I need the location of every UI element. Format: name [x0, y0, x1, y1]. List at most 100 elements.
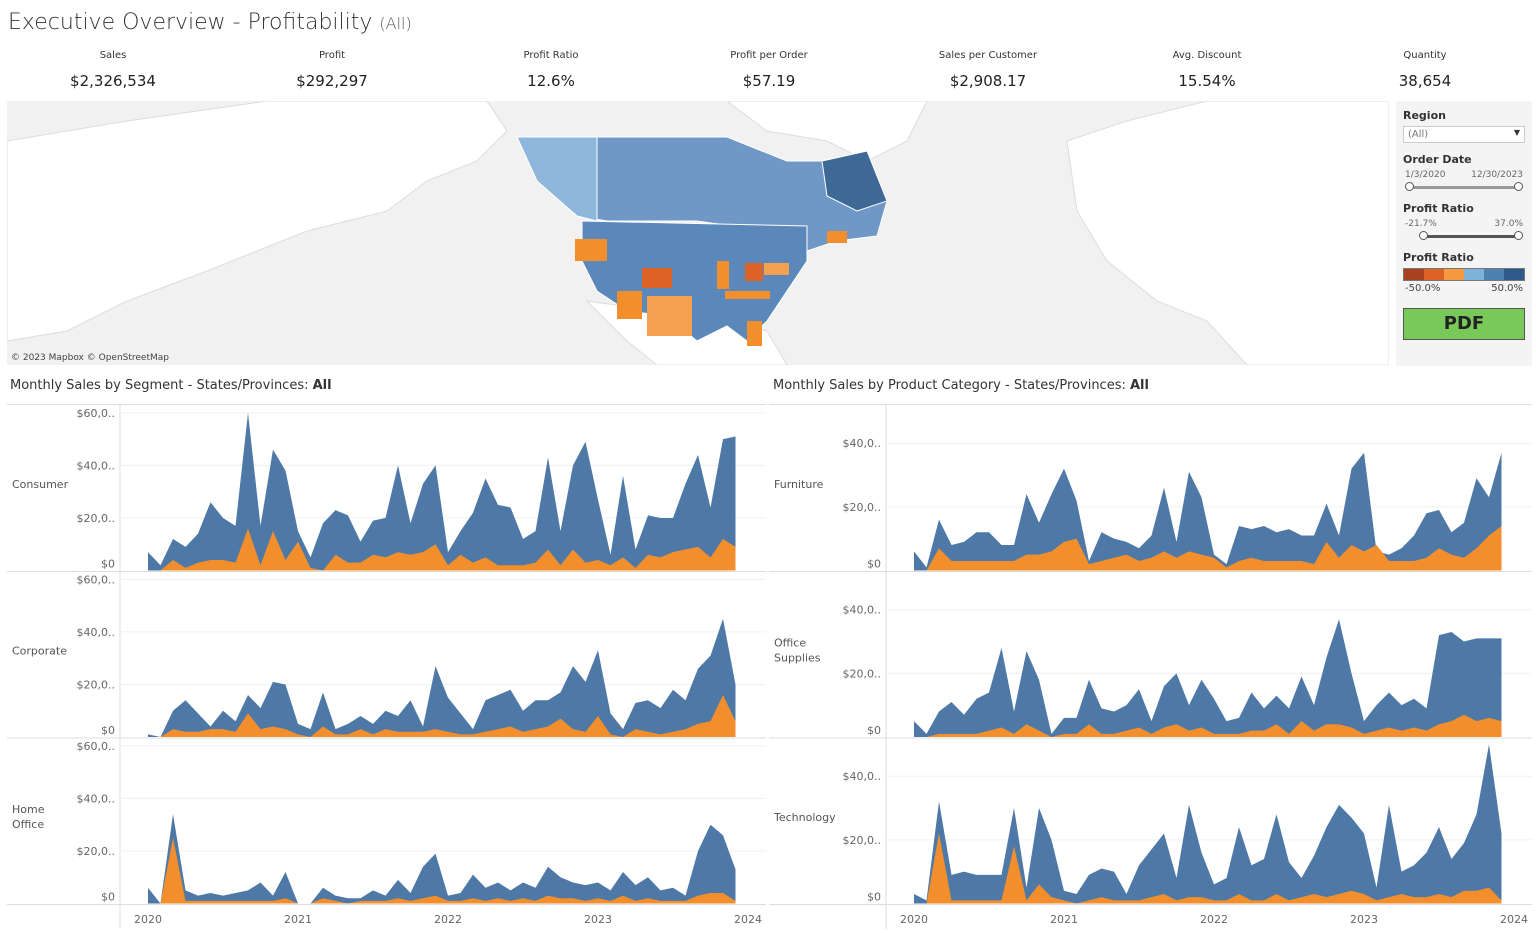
profit-ratio-min: -21.7%	[1405, 219, 1437, 229]
category-sales-chart: $0 $20,0.. $40,0.. Furniture $0 $20,0.. $40,0.…	[769, 404, 1532, 929]
state-ohio	[745, 263, 763, 281]
area-profit-technology[interactable]	[914, 833, 1502, 904]
profit-ratio-legend-label: Profit Ratio	[1403, 251, 1474, 264]
kpi-value: 38,654	[1398, 72, 1452, 90]
nova-scotia	[827, 231, 847, 243]
order-date-label: Order Date	[1403, 153, 1472, 166]
y-tick-label: $60,0..	[77, 573, 115, 586]
y-tick-label: $20,0..	[843, 834, 881, 847]
y-tick-label: $40,0..	[843, 770, 881, 783]
kpi-value: $2,908.17	[949, 72, 1027, 90]
area-sales-corporate[interactable]	[148, 618, 736, 737]
kpi-profit-per-order: Profit per Order $57.19	[679, 50, 859, 90]
kpi-avg-discount: Avg. Discount 15.54%	[1117, 50, 1297, 90]
state-arizona	[617, 291, 642, 319]
slider-handle-min[interactable]	[1419, 231, 1428, 240]
profit-ratio-max: 37.0%	[1494, 219, 1523, 229]
row-label: Home	[12, 803, 45, 816]
state-texas	[647, 296, 692, 336]
y-tick-label: $20,0..	[77, 845, 115, 858]
y-tick-label: $60,0..	[77, 407, 115, 420]
area-sales-consumer[interactable]	[148, 412, 736, 571]
y-tick-label: $40,0..	[843, 437, 881, 450]
row-label: Technology	[773, 811, 836, 824]
profit-ratio-slider[interactable]	[1403, 229, 1525, 243]
x-tick-label: 2024	[1500, 913, 1528, 926]
y-tick-label: $0	[101, 891, 115, 904]
row-label: Corporate	[12, 645, 67, 658]
title-value: All	[1130, 378, 1149, 393]
segment-chart-title: Monthly Sales by Segment - States/Provin…	[10, 378, 332, 393]
slider-handle-max[interactable]	[1514, 231, 1523, 240]
kpi-sales: Sales $2,326,534	[23, 50, 203, 90]
area-sales-technology[interactable]	[914, 744, 1502, 904]
profit-ratio-color-legend	[1403, 268, 1525, 281]
kpi-value: $57.19	[742, 72, 796, 90]
x-tick-label: 2023	[584, 913, 612, 926]
kpi-profit-ratio: Profit Ratio 12.6%	[461, 50, 641, 90]
legend-swatch	[1424, 269, 1444, 280]
order-date-slider[interactable]	[1403, 180, 1525, 194]
title-prefix: Monthly Sales by Product Category - Stat…	[773, 378, 1130, 393]
area-sales-home-office[interactable]	[148, 814, 736, 904]
row-label: Supplies	[774, 652, 821, 665]
area-profit-consumer[interactable]	[148, 528, 736, 571]
x-tick-label: 2023	[1350, 913, 1378, 926]
row-label: Consumer	[12, 478, 69, 491]
kpi-label: Profit per Order	[730, 50, 808, 61]
y-tick-label: $20,0..	[843, 501, 881, 514]
area-profit-office-supplies[interactable]	[914, 714, 1502, 737]
order-date-min: 1/3/2020	[1405, 170, 1446, 180]
pdf-button[interactable]: PDF	[1403, 308, 1525, 340]
x-tick-label: 2022	[434, 913, 462, 926]
kpi-value: $2,326,534	[70, 72, 156, 90]
slider-handle-max[interactable]	[1514, 182, 1523, 191]
kpi-label: Avg. Discount	[1172, 50, 1242, 61]
region-dropdown[interactable]: (All) ▼	[1403, 126, 1525, 143]
canada-west	[516, 136, 598, 222]
y-tick-label: $0	[867, 724, 881, 737]
legend-min: -50.0%	[1405, 283, 1441, 294]
title-text: Executive Overview - Profitability	[8, 10, 373, 35]
x-tick-label: 2021	[1050, 913, 1078, 926]
area-profit-furniture[interactable]	[914, 525, 1502, 571]
map-credit: © 2023 Mapbox © OpenStreetMap	[11, 353, 169, 363]
x-tick-label: 2020	[900, 913, 928, 926]
title-filter: (All)	[379, 14, 412, 33]
map-canvas[interactable]	[7, 101, 1389, 365]
x-tick-label: 2024	[734, 913, 762, 926]
kpi-label: Quantity	[1403, 50, 1447, 61]
y-tick-label: $0	[101, 558, 115, 571]
state-illinois	[717, 261, 729, 289]
area-profit-corporate[interactable]	[148, 694, 736, 737]
state-colorado	[642, 268, 672, 288]
profit-ratio-map[interactable]: © 2023 Mapbox © OpenStreetMap	[7, 101, 1389, 365]
page-title: Executive Overview - Profitability (All)	[8, 10, 412, 35]
slider-handle-min[interactable]	[1405, 182, 1414, 191]
area-sales-office-supplies[interactable]	[914, 619, 1502, 737]
y-tick-label: $40,0..	[77, 459, 115, 472]
kpi-value: $292,297	[296, 72, 368, 90]
y-tick-label: $0	[867, 558, 881, 571]
y-tick-label: $20,0..	[843, 667, 881, 680]
row-label: Office	[774, 637, 806, 650]
region-label: Region	[1403, 109, 1446, 122]
y-tick-label: $40,0..	[77, 792, 115, 805]
state-california	[575, 239, 607, 261]
y-tick-label: $40,0..	[843, 604, 881, 617]
legend-max: 50.0%	[1491, 283, 1523, 294]
y-tick-label: $0	[867, 891, 881, 904]
kpi-label: Sales	[99, 50, 127, 61]
kpi-label: Profit Ratio	[523, 50, 579, 61]
kpi-quantity: Quantity 38,654	[1335, 50, 1515, 90]
quebec	[821, 150, 888, 212]
x-tick-label: 2022	[1200, 913, 1228, 926]
category-chart-title: Monthly Sales by Product Category - Stat…	[773, 378, 1149, 393]
y-tick-label: $20,0..	[77, 512, 115, 525]
y-tick-label: $0	[101, 724, 115, 737]
chevron-down-icon: ▼	[1513, 128, 1520, 137]
legend-swatch	[1504, 269, 1524, 280]
legend-swatch	[1484, 269, 1504, 280]
area-sales-furniture[interactable]	[914, 452, 1502, 571]
y-tick-label: $20,0..	[77, 678, 115, 691]
